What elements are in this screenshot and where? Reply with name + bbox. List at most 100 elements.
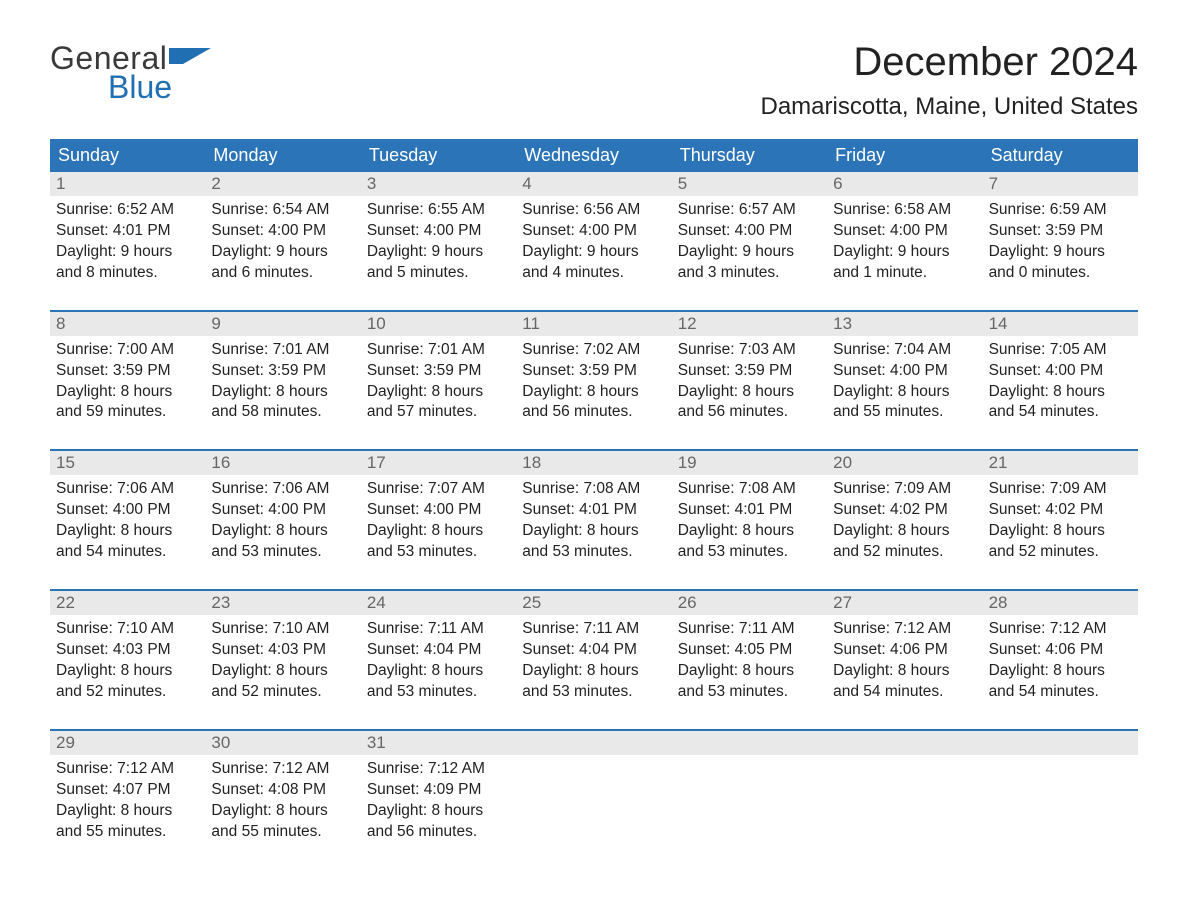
day-cell: Sunrise: 7:02 AMSunset: 3:59 PMDaylight:… <box>516 336 671 430</box>
sunrise-text: Sunrise: 6:52 AM <box>56 200 199 221</box>
day-number: 30 <box>205 731 360 755</box>
sunset-text: Sunset: 4:00 PM <box>522 221 665 242</box>
day-number: 2 <box>205 172 360 196</box>
day-cell: Sunrise: 7:09 AMSunset: 4:02 PMDaylight:… <box>827 475 982 569</box>
day-number: 18 <box>516 451 671 475</box>
day-number: 29 <box>50 731 205 755</box>
weekday-label: Wednesday <box>516 139 671 172</box>
sunset-text: Sunset: 3:59 PM <box>56 361 199 382</box>
day-number: 11 <box>516 312 671 336</box>
daylight-text-line2: and 4 minutes. <box>522 263 665 284</box>
sunset-text: Sunset: 4:00 PM <box>833 361 976 382</box>
daylight-text-line1: Daylight: 8 hours <box>833 521 976 542</box>
calendar: SundayMondayTuesdayWednesdayThursdayFrid… <box>50 139 1138 848</box>
day-cell: Sunrise: 6:55 AMSunset: 4:00 PMDaylight:… <box>361 196 516 290</box>
sunset-text: Sunset: 4:01 PM <box>522 500 665 521</box>
day-number: 6 <box>827 172 982 196</box>
sunset-text: Sunset: 4:00 PM <box>833 221 976 242</box>
day-cell: Sunrise: 7:12 AMSunset: 4:09 PMDaylight:… <box>361 755 516 849</box>
daylight-text-line2: and 54 minutes. <box>833 682 976 703</box>
day-number <box>516 731 671 755</box>
day-cell: Sunrise: 7:08 AMSunset: 4:01 PMDaylight:… <box>672 475 827 569</box>
sunset-text: Sunset: 4:04 PM <box>522 640 665 661</box>
day-cell: Sunrise: 7:11 AMSunset: 4:04 PMDaylight:… <box>361 615 516 709</box>
daylight-text-line1: Daylight: 8 hours <box>56 382 199 403</box>
day-cell: Sunrise: 7:07 AMSunset: 4:00 PMDaylight:… <box>361 475 516 569</box>
sunrise-text: Sunrise: 7:11 AM <box>367 619 510 640</box>
daylight-text-line2: and 55 minutes. <box>833 402 976 423</box>
day-cell: Sunrise: 7:11 AMSunset: 4:04 PMDaylight:… <box>516 615 671 709</box>
daylight-text-line2: and 56 minutes. <box>522 402 665 423</box>
weekday-label: Sunday <box>50 139 205 172</box>
day-number: 14 <box>983 312 1138 336</box>
week-row: 22232425262728Sunrise: 7:10 AMSunset: 4:… <box>50 589 1138 709</box>
daylight-text-line2: and 53 minutes. <box>678 542 821 563</box>
day-cell: Sunrise: 6:59 AMSunset: 3:59 PMDaylight:… <box>983 196 1138 290</box>
header: General Blue December 2024 Damariscotta,… <box>50 40 1138 139</box>
daylight-text-line1: Daylight: 8 hours <box>56 521 199 542</box>
sunrise-text: Sunrise: 7:12 AM <box>833 619 976 640</box>
day-cell: Sunrise: 7:08 AMSunset: 4:01 PMDaylight:… <box>516 475 671 569</box>
logo-text-blue: Blue <box>108 69 217 106</box>
daylight-text-line1: Daylight: 8 hours <box>211 801 354 822</box>
day-cell: Sunrise: 7:09 AMSunset: 4:02 PMDaylight:… <box>983 475 1138 569</box>
weekday-label: Monday <box>205 139 360 172</box>
month-title: December 2024 <box>761 40 1139 85</box>
day-number: 9 <box>205 312 360 336</box>
sunset-text: Sunset: 4:00 PM <box>367 500 510 521</box>
day-number <box>672 731 827 755</box>
weekday-label: Tuesday <box>361 139 516 172</box>
day-number: 10 <box>361 312 516 336</box>
daylight-text-line2: and 53 minutes. <box>522 682 665 703</box>
week-row: 293031Sunrise: 7:12 AMSunset: 4:07 PMDay… <box>50 729 1138 849</box>
day-cell: Sunrise: 7:12 AMSunset: 4:06 PMDaylight:… <box>983 615 1138 709</box>
sunset-text: Sunset: 3:59 PM <box>678 361 821 382</box>
sunrise-text: Sunrise: 7:08 AM <box>522 479 665 500</box>
day-cell: Sunrise: 7:10 AMSunset: 4:03 PMDaylight:… <box>205 615 360 709</box>
sunset-text: Sunset: 3:59 PM <box>989 221 1132 242</box>
week-row: 15161718192021Sunrise: 7:06 AMSunset: 4:… <box>50 449 1138 569</box>
day-number: 17 <box>361 451 516 475</box>
daylight-text-line2: and 3 minutes. <box>678 263 821 284</box>
sunrise-text: Sunrise: 7:11 AM <box>522 619 665 640</box>
day-cell: Sunrise: 7:10 AMSunset: 4:03 PMDaylight:… <box>50 615 205 709</box>
day-number: 16 <box>205 451 360 475</box>
day-number: 12 <box>672 312 827 336</box>
day-number: 7 <box>983 172 1138 196</box>
day-cell: Sunrise: 7:00 AMSunset: 3:59 PMDaylight:… <box>50 336 205 430</box>
sunrise-text: Sunrise: 7:02 AM <box>522 340 665 361</box>
day-cell: Sunrise: 7:12 AMSunset: 4:07 PMDaylight:… <box>50 755 205 849</box>
sunset-text: Sunset: 4:06 PM <box>989 640 1132 661</box>
day-cell: Sunrise: 7:03 AMSunset: 3:59 PMDaylight:… <box>672 336 827 430</box>
daylight-text-line1: Daylight: 9 hours <box>522 242 665 263</box>
day-number <box>983 731 1138 755</box>
daylight-text-line2: and 55 minutes. <box>56 822 199 843</box>
daylight-text-line1: Daylight: 8 hours <box>989 521 1132 542</box>
day-cell: Sunrise: 7:01 AMSunset: 3:59 PMDaylight:… <box>361 336 516 430</box>
week-row: 1234567Sunrise: 6:52 AMSunset: 4:01 PMDa… <box>50 172 1138 290</box>
sunrise-text: Sunrise: 6:57 AM <box>678 200 821 221</box>
day-number <box>827 731 982 755</box>
day-cell: Sunrise: 7:06 AMSunset: 4:00 PMDaylight:… <box>205 475 360 569</box>
sunrise-text: Sunrise: 7:00 AM <box>56 340 199 361</box>
day-cell <box>672 755 827 849</box>
daylight-text-line2: and 54 minutes. <box>989 682 1132 703</box>
day-cell: Sunrise: 6:56 AMSunset: 4:00 PMDaylight:… <box>516 196 671 290</box>
day-number: 23 <box>205 591 360 615</box>
sunset-text: Sunset: 4:04 PM <box>367 640 510 661</box>
sunrise-text: Sunrise: 7:06 AM <box>211 479 354 500</box>
daylight-text-line1: Daylight: 9 hours <box>56 242 199 263</box>
day-number: 8 <box>50 312 205 336</box>
sunrise-text: Sunrise: 7:03 AM <box>678 340 821 361</box>
day-number: 27 <box>827 591 982 615</box>
day-cell <box>827 755 982 849</box>
day-number: 24 <box>361 591 516 615</box>
daylight-text-line2: and 8 minutes. <box>56 263 199 284</box>
sunrise-text: Sunrise: 7:01 AM <box>211 340 354 361</box>
daylight-text-line1: Daylight: 9 hours <box>211 242 354 263</box>
sunset-text: Sunset: 4:03 PM <box>56 640 199 661</box>
sunrise-text: Sunrise: 7:10 AM <box>211 619 354 640</box>
daylight-text-line2: and 53 minutes. <box>678 682 821 703</box>
day-number-row: 293031 <box>50 731 1138 755</box>
daylight-text-line1: Daylight: 9 hours <box>833 242 976 263</box>
